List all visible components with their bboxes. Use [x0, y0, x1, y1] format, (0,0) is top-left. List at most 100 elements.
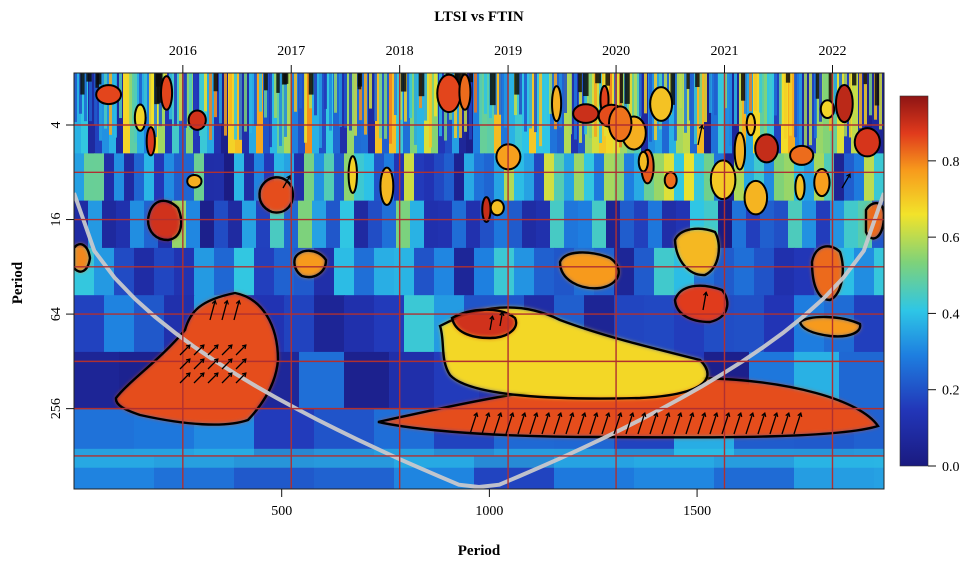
heatmap-cell	[774, 153, 785, 202]
heatmap-cell	[753, 73, 761, 155]
heatmap-cell	[648, 200, 663, 249]
chart-title: LTSI vs FTIN	[434, 9, 524, 25]
heatmap-streak	[94, 73, 97, 125]
phase-arrow-head	[185, 344, 191, 350]
heatmap-streak	[289, 73, 292, 124]
heatmap-cell	[394, 247, 415, 297]
heatmap-cell	[584, 153, 595, 202]
heatmap-cell	[254, 247, 275, 297]
heatmap-streak	[224, 73, 227, 136]
heatmap-streak	[534, 73, 537, 133]
heatmap-streak	[84, 73, 87, 122]
heatmap-cell	[174, 153, 185, 202]
heatmap-cell	[333, 73, 341, 155]
heatmap-cell	[368, 73, 376, 155]
coherence-spot-fill	[380, 167, 394, 205]
heatmap-cell	[304, 153, 315, 202]
heatmap-cell	[620, 200, 635, 249]
heatmap-streak	[74, 73, 77, 123]
heatmap-streak	[399, 73, 402, 120]
heatmap-cell	[334, 153, 345, 202]
heatmap-cell	[669, 73, 677, 155]
x-axis-label: Period	[458, 543, 501, 559]
heatmap-streak	[754, 73, 757, 111]
heatmap-streak	[714, 73, 717, 116]
heatmap-cell	[718, 200, 733, 249]
heatmap-cell	[298, 73, 306, 155]
grid-lines	[74, 73, 884, 489]
heatmap-cell	[228, 200, 243, 249]
heatmap-streak	[379, 73, 382, 139]
heatmap-streak	[244, 73, 247, 132]
heatmap-cell	[654, 247, 675, 297]
phase-arrow	[179, 372, 191, 384]
heatmap-cell	[204, 153, 215, 202]
coherence-spot-contour	[853, 127, 881, 158]
phase-arrow	[493, 412, 502, 435]
heatmap-cell	[414, 153, 425, 202]
heatmap-streak	[249, 73, 252, 134]
heatmap-cell	[764, 153, 775, 202]
heatmap-cell	[284, 73, 292, 155]
heatmap-cell	[604, 153, 615, 202]
heatmap-cell	[574, 153, 585, 202]
heatmap-cell	[874, 455, 884, 489]
coherence-spot-fill	[710, 160, 736, 200]
heatmap-streak	[819, 73, 822, 122]
heatmap-cell	[760, 200, 775, 249]
heatmap-streak	[329, 73, 332, 131]
coherence-spot-contour	[813, 168, 831, 198]
heatmap-cell	[305, 73, 313, 155]
heatmap-speck	[96, 73, 102, 85]
coherence-spot-contour	[649, 86, 674, 122]
phase-arrow	[207, 372, 219, 384]
heatmap-cell	[154, 247, 175, 297]
coherence-spot-fill	[490, 200, 504, 216]
heatmap-cell	[674, 153, 685, 202]
heatmap-streak	[259, 73, 262, 112]
phase-arrow-head	[702, 291, 709, 297]
heatmap-streak	[634, 73, 637, 145]
heatmap-streak	[154, 73, 157, 138]
coherence-spot-fill	[608, 106, 632, 142]
phase-arrow-head	[509, 412, 515, 418]
phase-arrow-head	[185, 358, 191, 364]
heatmap-cell	[312, 200, 327, 249]
heatmap-cell	[474, 247, 495, 297]
heatmap-streak	[799, 73, 802, 146]
coherence-spot-contour	[379, 166, 395, 206]
heatmap-cell	[194, 247, 215, 297]
heatmap-cell	[464, 153, 475, 202]
phase-arrow-head	[665, 412, 671, 418]
heatmap-streak	[269, 73, 272, 148]
heatmap-streak	[139, 73, 142, 128]
phase-arrow-head	[617, 412, 623, 418]
phase-arrow	[235, 344, 247, 356]
heatmap-cell	[734, 153, 745, 202]
colorbar-tick-label: 0.4	[942, 307, 960, 322]
heatmap-streak	[354, 73, 357, 136]
heatmap-streak	[319, 73, 322, 148]
heatmap-cell	[424, 153, 435, 202]
heatmap-streak	[384, 73, 387, 139]
heatmap-cell	[242, 200, 257, 249]
heatmap-cell	[164, 153, 175, 202]
heatmap-speck	[624, 73, 630, 104]
coherence-spot-fill	[755, 134, 778, 163]
coherence-spot-fill	[348, 156, 357, 193]
phase-arrow-head	[241, 372, 247, 378]
phase-arrow	[661, 412, 670, 435]
heatmap-streak	[679, 73, 682, 109]
coherence-spot-contour	[789, 144, 815, 166]
heatmap-streak	[484, 73, 487, 114]
coherence-spot-fill	[854, 128, 880, 157]
heatmap-cell	[368, 200, 383, 249]
heatmap-speck	[80, 73, 85, 95]
coherence-spot-fill	[482, 197, 491, 222]
heatmap-cell	[739, 73, 747, 155]
heatmap-cell	[130, 200, 145, 249]
phase-arrow	[193, 372, 205, 384]
coherence-spot-fill	[437, 74, 461, 113]
colorbar-tick-label: 0.2	[942, 384, 960, 399]
